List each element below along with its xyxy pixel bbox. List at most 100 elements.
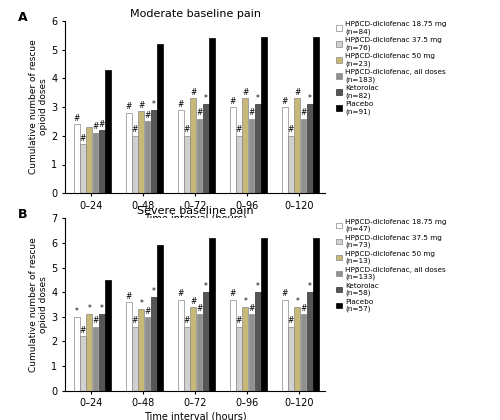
Text: *: * <box>295 297 299 306</box>
Text: #: # <box>288 125 294 134</box>
Bar <box>86 314 92 391</box>
Text: #: # <box>282 97 288 106</box>
Bar <box>184 136 190 193</box>
Text: #: # <box>144 111 150 120</box>
Bar <box>313 238 319 391</box>
Bar <box>288 136 294 193</box>
Bar <box>99 314 104 391</box>
Text: #: # <box>300 304 306 313</box>
Bar <box>138 310 144 391</box>
Bar <box>92 133 98 193</box>
Bar <box>178 110 184 193</box>
Bar <box>184 327 190 391</box>
Text: #: # <box>98 120 105 129</box>
Text: #: # <box>196 108 202 117</box>
Bar <box>307 292 312 391</box>
Title: Moderate baseline pain: Moderate baseline pain <box>130 9 260 19</box>
Text: *: * <box>204 282 208 291</box>
Bar <box>261 37 267 193</box>
Text: #: # <box>230 289 236 298</box>
Bar <box>80 144 86 193</box>
Bar <box>230 299 235 391</box>
Text: #: # <box>144 307 150 315</box>
Bar <box>86 127 92 193</box>
X-axis label: Time interval (hours): Time interval (hours) <box>144 214 246 223</box>
Bar <box>242 307 248 391</box>
Text: #: # <box>242 88 248 97</box>
Bar <box>157 44 163 193</box>
Bar <box>138 111 144 193</box>
Text: #: # <box>248 304 254 313</box>
Bar <box>307 104 312 193</box>
Bar <box>282 107 288 193</box>
Text: #: # <box>282 289 288 298</box>
Y-axis label: Cumulative number of rescue
opioid doses: Cumulative number of rescue opioid doses <box>29 237 48 372</box>
Text: *: * <box>75 307 78 315</box>
Bar <box>74 124 80 193</box>
Bar <box>196 314 202 391</box>
Bar <box>209 238 215 391</box>
Text: #: # <box>300 108 306 117</box>
Text: #: # <box>236 125 242 134</box>
Text: *: * <box>139 299 143 308</box>
Text: A: A <box>18 10 28 24</box>
Text: #: # <box>74 114 80 123</box>
Bar <box>132 327 138 391</box>
Bar <box>151 297 156 391</box>
Bar <box>80 336 86 391</box>
Bar <box>255 104 260 193</box>
Bar <box>282 299 288 391</box>
Bar <box>230 107 235 193</box>
Text: *: * <box>204 94 208 103</box>
Bar <box>300 118 306 193</box>
Bar <box>74 317 80 391</box>
Text: #: # <box>196 304 202 313</box>
Bar <box>313 37 319 193</box>
Text: *: * <box>308 94 312 103</box>
Text: *: * <box>152 100 156 108</box>
Bar <box>92 327 98 391</box>
Bar <box>132 136 138 193</box>
Bar <box>178 299 184 391</box>
Bar <box>261 238 267 391</box>
Text: *: * <box>256 282 260 291</box>
Text: #: # <box>138 101 144 110</box>
Bar <box>190 98 196 193</box>
Text: #: # <box>230 97 236 106</box>
Bar <box>294 98 300 193</box>
Text: #: # <box>178 100 184 108</box>
Text: B: B <box>18 208 28 221</box>
Y-axis label: Cumulative number of rescue
opioid doses: Cumulative number of rescue opioid doses <box>29 40 48 174</box>
Bar <box>248 118 254 193</box>
Text: #: # <box>80 326 86 335</box>
Bar <box>209 38 215 193</box>
Text: #: # <box>126 102 132 111</box>
Text: #: # <box>190 297 196 306</box>
Bar <box>196 118 202 193</box>
Bar <box>151 110 156 193</box>
Text: #: # <box>178 289 184 298</box>
Bar <box>157 245 163 391</box>
Text: #: # <box>184 125 190 134</box>
Bar <box>242 98 248 193</box>
Text: *: * <box>308 282 312 291</box>
Text: *: * <box>243 297 247 306</box>
Bar <box>236 136 242 193</box>
Bar <box>236 327 242 391</box>
Bar <box>288 327 294 391</box>
Bar <box>126 113 132 193</box>
Bar <box>99 130 104 193</box>
Legend: HPβCD-diclofenac 18.75 mg
(n=47), HPβCD-diclofenac 37.5 mg
(n=73), HPβCD-diclofe: HPβCD-diclofenac 18.75 mg (n=47), HPβCD-… <box>336 218 446 312</box>
Text: #: # <box>126 292 132 301</box>
Text: *: * <box>152 287 156 296</box>
Legend: HPβCD-diclofenac 18.75 mg
(n=84), HPβCD-diclofenac 37.5 mg
(n=76), HPβCD-diclofe: HPβCD-diclofenac 18.75 mg (n=84), HPβCD-… <box>336 21 446 115</box>
Bar <box>300 314 306 391</box>
Bar <box>144 317 150 391</box>
Bar <box>203 104 208 193</box>
Title: Severe baseline pain: Severe baseline pain <box>136 206 254 216</box>
Text: *: * <box>256 94 260 103</box>
Text: #: # <box>80 134 86 143</box>
Text: #: # <box>132 316 138 326</box>
Bar <box>126 302 132 391</box>
Text: #: # <box>294 88 300 97</box>
